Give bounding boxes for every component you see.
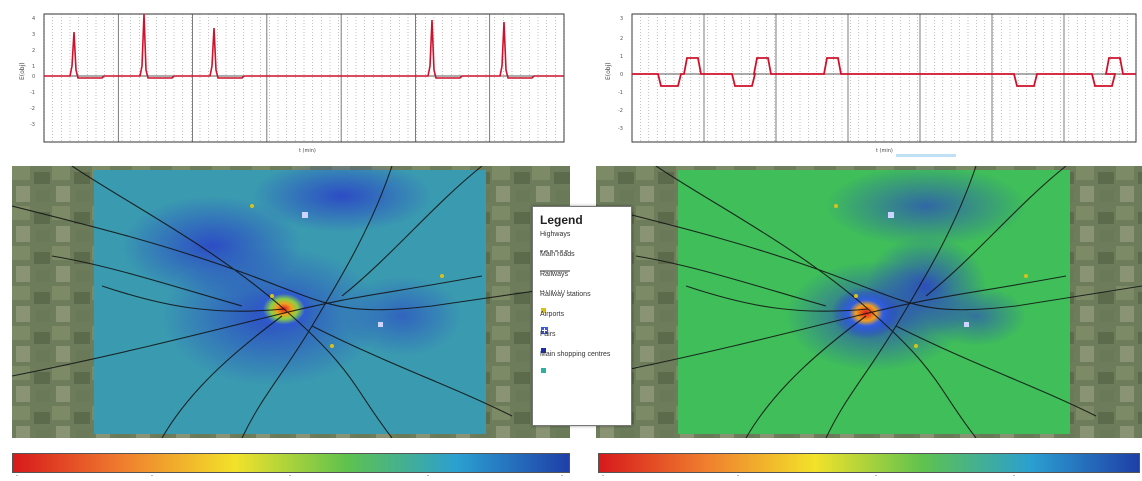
signal-trace [632, 57, 1136, 87]
fair-dot-icon [540, 340, 624, 353]
legend-item-fairs: Fairs [540, 331, 556, 338]
colorbar-ticks-left: -- --- [16, 473, 563, 479]
main-road-line-icon [540, 260, 624, 272]
heatmap-svg-left [12, 166, 570, 438]
signal-trace [44, 13, 564, 79]
railway-dotted-line-icon [540, 280, 624, 292]
svg-text:-3: -3 [30, 122, 35, 128]
road-network [596, 166, 1142, 438]
svg-text:0: 0 [32, 74, 35, 80]
time-series-svg-left: 4 3 2 1 0 -1 -2 -3 E(obj) t (min) [19, 13, 565, 154]
legend-item-airports: Airports [540, 311, 565, 318]
airport-marker [378, 322, 383, 327]
road-network [12, 166, 570, 438]
svg-text:1: 1 [620, 54, 623, 60]
airport-marker [888, 212, 894, 218]
time-series-plot-left: 4 3 2 1 0 -1 -2 -3 E(obj) t (min) [14, 8, 570, 154]
highway-dashed-line-icon [540, 240, 624, 252]
colorbar-left [12, 453, 570, 473]
svg-text:2: 2 [620, 36, 623, 42]
airport-square-icon [540, 320, 624, 334]
heatmap-left [12, 166, 570, 438]
map-legend: Legend Highways Main roads Railways Rail… [532, 206, 632, 426]
legend-item-main-roads: Main roads [540, 251, 575, 258]
y-axis-label: E(obj) [19, 62, 26, 80]
x-axis-label: t (min) [876, 148, 893, 154]
time-series-svg-right: 3 2 1 0 -1 -2 -3 E(obj) t (min) [605, 13, 1137, 157]
x-axis-label: t (min) [299, 148, 316, 154]
y-axis-label: E(obj) [605, 62, 612, 80]
heatmap-right [596, 166, 1142, 438]
legend-item-shopping-centres: Main shopping centres [540, 351, 611, 358]
time-series-plot-right: 3 2 1 0 -1 -2 -3 E(obj) t (min) [596, 8, 1142, 158]
svg-text:2: 2 [32, 48, 35, 54]
legend-item-railway-stations: Railway stations [540, 291, 591, 298]
airport-marker [302, 212, 308, 218]
colorbar-right [598, 453, 1140, 473]
svg-text:-2: -2 [30, 106, 35, 112]
svg-text:1: 1 [32, 64, 35, 70]
svg-text:-1: -1 [618, 90, 623, 96]
svg-text:3: 3 [620, 16, 623, 22]
heatmap-svg-right [596, 166, 1142, 438]
svg-text:3: 3 [32, 32, 35, 38]
svg-text:-1: -1 [30, 90, 35, 96]
station-dot-icon [540, 300, 624, 313]
airport-marker [964, 322, 969, 327]
colorbar-ticks-right: -- -- [602, 473, 1015, 479]
svg-text:0: 0 [620, 72, 623, 78]
svg-text:-3: -3 [618, 126, 623, 132]
svg-text:4: 4 [32, 16, 35, 22]
legend-item-railways: Railways [540, 271, 569, 278]
legend-item-highways: Highways [540, 231, 571, 238]
shopping-dot-icon [540, 360, 624, 373]
legend-title: Legend [540, 213, 583, 227]
svg-text:-2: -2 [618, 108, 623, 114]
